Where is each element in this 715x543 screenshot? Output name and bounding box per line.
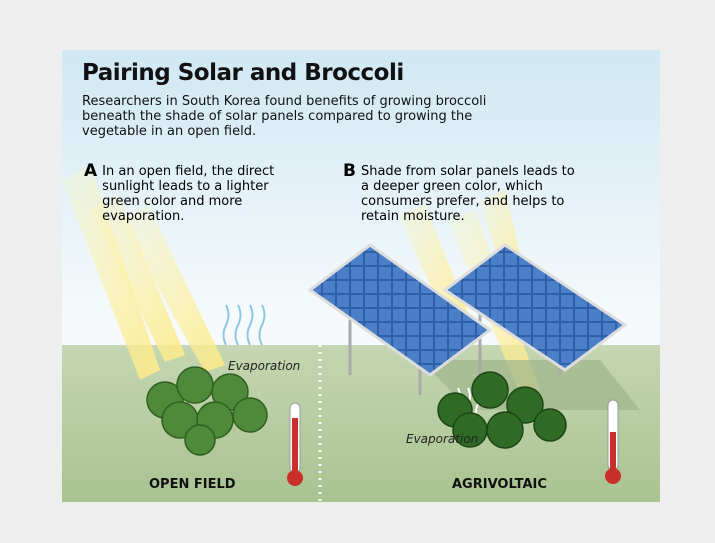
footer-label: AGRIVOLTAIC <box>452 477 547 492</box>
evaporation-label: Evaporation <box>406 432 478 446</box>
section-text: Shade from solar panels leads to a deepe… <box>361 164 583 224</box>
footer-label: OPEN FIELD <box>149 477 236 492</box>
page: Pairing Solar and Broccoli Researchers i… <box>0 0 715 543</box>
subtitle: Researchers in South Korea found benefit… <box>82 94 532 139</box>
section-letter: B <box>343 164 356 224</box>
evaporation-label: Evaporation <box>228 359 300 373</box>
section-letter: A <box>84 164 97 224</box>
section-text: In an open field, the direct sunlight le… <box>102 164 289 224</box>
title: Pairing Solar and Broccoli <box>82 60 404 86</box>
